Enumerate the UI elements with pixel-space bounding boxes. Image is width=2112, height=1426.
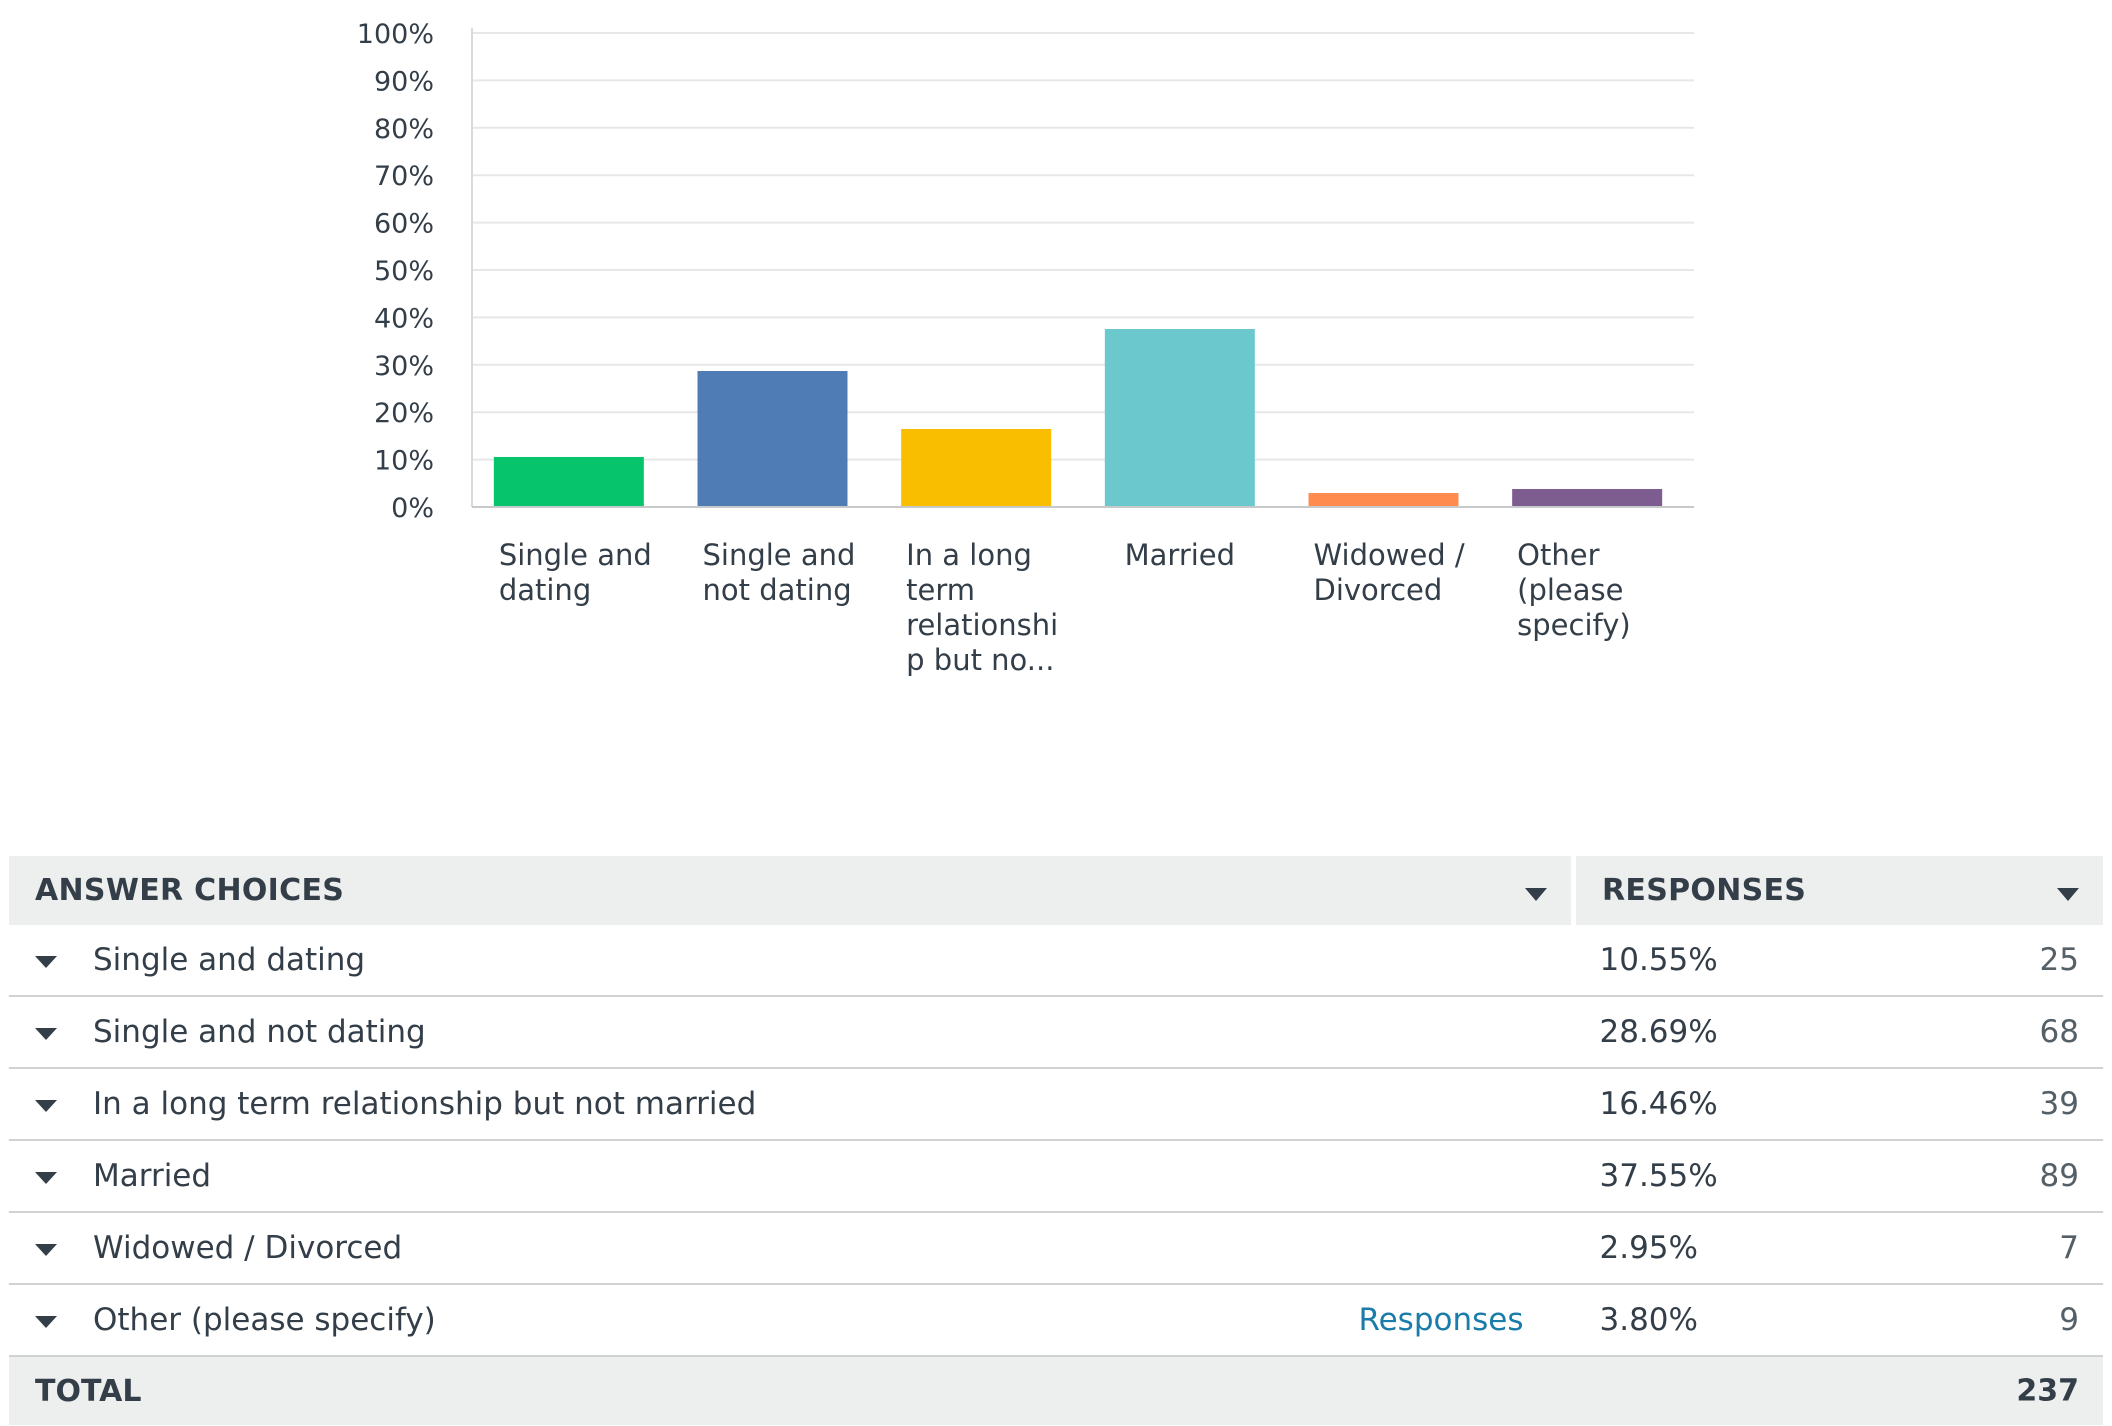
total-count: 237 — [2016, 1373, 2079, 1409]
table-row: Other (please specify) Responses 3.80% 9 — [9, 1284, 2103, 1357]
response-count: 68 — [2039, 1014, 2079, 1050]
y-tick-label: 60% — [374, 209, 434, 240]
y-tick-label: 10% — [374, 446, 434, 477]
bar[interactable] — [1308, 493, 1459, 507]
expand-caret-icon[interactable] — [35, 1315, 57, 1328]
y-tick-label: 100% — [357, 19, 434, 50]
bar[interactable] — [493, 456, 644, 507]
total-count-cell: 237 — [1573, 1356, 2103, 1425]
y-tick-label: 30% — [374, 351, 434, 382]
y-tick-label: 80% — [374, 114, 434, 145]
response-percent: 16.46% — [1599, 1086, 1718, 1122]
bar[interactable] — [1512, 488, 1663, 507]
total-label-cell: TOTAL — [9, 1356, 1574, 1425]
x-category-label: Married — [1125, 538, 1235, 572]
response-cell: 3.80% 9 — [1573, 1284, 2103, 1357]
x-axis-categories: Single and dating Single and not dating In a… — [499, 538, 1631, 677]
table-row: In a long term relationship but not marr… — [9, 1068, 2103, 1141]
response-cell: 28.69% 68 — [1573, 996, 2103, 1069]
response-cell: 16.46% 39 — [1573, 1068, 2103, 1141]
y-tick-label: 90% — [374, 66, 434, 97]
response-percent: 3.80% — [1599, 1302, 1698, 1338]
response-count: 89 — [2039, 1158, 2079, 1194]
y-tick-label: 40% — [374, 303, 434, 334]
sort-caret-icon[interactable] — [2057, 888, 2079, 901]
response-percent: 10.55% — [1599, 942, 1718, 978]
expand-caret-icon[interactable] — [35, 1027, 57, 1040]
x-category-label: Single and not dating — [703, 538, 856, 607]
bars — [493, 329, 1663, 507]
sort-caret-icon[interactable] — [1525, 888, 1547, 901]
response-count: 25 — [2039, 942, 2079, 978]
table-row: Single and dating 10.55% 25 — [9, 925, 2103, 997]
answer-choice-label: Single and not dating — [93, 1014, 426, 1050]
x-category-label: In a long term relationshi p but no... — [906, 538, 1058, 677]
response-cell: 10.55% 25 — [1573, 925, 2103, 997]
response-cell: 2.95% 7 — [1573, 1212, 2103, 1285]
bar-chart: 0% 10% 20% 30% 40% 50% 60% 70% 80% 90% 100% Single… — [357, 19, 1694, 677]
x-category-label: Widowed / Divorced — [1314, 538, 1465, 607]
answer-choice-label: Widowed / Divorced — [93, 1230, 403, 1266]
bar[interactable] — [697, 371, 848, 507]
answer-choice-cell: Married — [9, 1140, 1574, 1213]
chart-grid — [472, 32, 1694, 461]
table-row: Married 37.55% 89 — [9, 1140, 2103, 1213]
answer-choice-cell: Widowed / Divorced — [9, 1212, 1574, 1285]
table-header-row: ANSWER CHOICES RESPONSES — [9, 856, 2103, 925]
x-category-label: Other (please specify) — [1517, 538, 1631, 642]
table-row: Widowed / Divorced 2.95% 7 — [9, 1212, 2103, 1285]
y-tick-label: 70% — [374, 161, 434, 192]
answer-choice-cell: Single and not dating — [9, 996, 1574, 1069]
expand-caret-icon[interactable] — [35, 955, 57, 968]
response-count: 7 — [2059, 1230, 2079, 1266]
answer-choice-label: Married — [93, 1158, 212, 1194]
x-category-label: Single and dating — [499, 538, 652, 607]
y-tick-label: 0% — [391, 493, 434, 524]
response-count: 9 — [2059, 1302, 2079, 1338]
answer-choices-header[interactable]: ANSWER CHOICES — [9, 856, 1576, 925]
results-table: ANSWER CHOICES RESPONSES Single and dati… — [9, 856, 2103, 1425]
y-axis-ticks: 0% 10% 20% 30% 40% 50% 60% 70% 80% 90% 100% — [357, 19, 434, 524]
expand-caret-icon[interactable] — [35, 1243, 57, 1256]
answer-choice-cell: In a long term relationship but not marr… — [9, 1068, 1574, 1141]
answer-choice-cell: Single and dating — [9, 925, 1574, 997]
responses-header-label: RESPONSES — [1602, 873, 1807, 908]
response-percent: 37.55% — [1599, 1158, 1718, 1194]
bar[interactable] — [901, 428, 1052, 507]
response-cell: 37.55% 89 — [1573, 1140, 2103, 1213]
responses-header[interactable]: RESPONSES — [1573, 856, 2103, 925]
y-tick-label: 20% — [374, 398, 434, 429]
expand-caret-icon[interactable] — [35, 1099, 57, 1112]
responses-link[interactable]: Responses — [1358, 1302, 1524, 1338]
response-percent: 2.95% — [1599, 1230, 1698, 1266]
answer-choices-header-label: ANSWER CHOICES — [35, 873, 345, 908]
expand-caret-icon[interactable] — [35, 1171, 57, 1184]
answer-choice-label: Single and dating — [93, 942, 366, 978]
total-label: TOTAL — [35, 1373, 142, 1409]
response-percent: 28.69% — [1599, 1014, 1718, 1050]
answer-choice-label: Other (please specify) — [93, 1302, 436, 1338]
response-count: 39 — [2039, 1086, 2079, 1122]
answer-choice-label: In a long term relationship but not marr… — [93, 1086, 757, 1122]
bar[interactable] — [1104, 329, 1255, 507]
total-row: TOTAL 237 — [9, 1356, 2103, 1425]
y-tick-label: 50% — [374, 256, 434, 287]
table-row: Single and not dating 28.69% 68 — [9, 996, 2103, 1069]
answer-choice-cell: Other (please specify) Responses — [9, 1284, 1574, 1357]
